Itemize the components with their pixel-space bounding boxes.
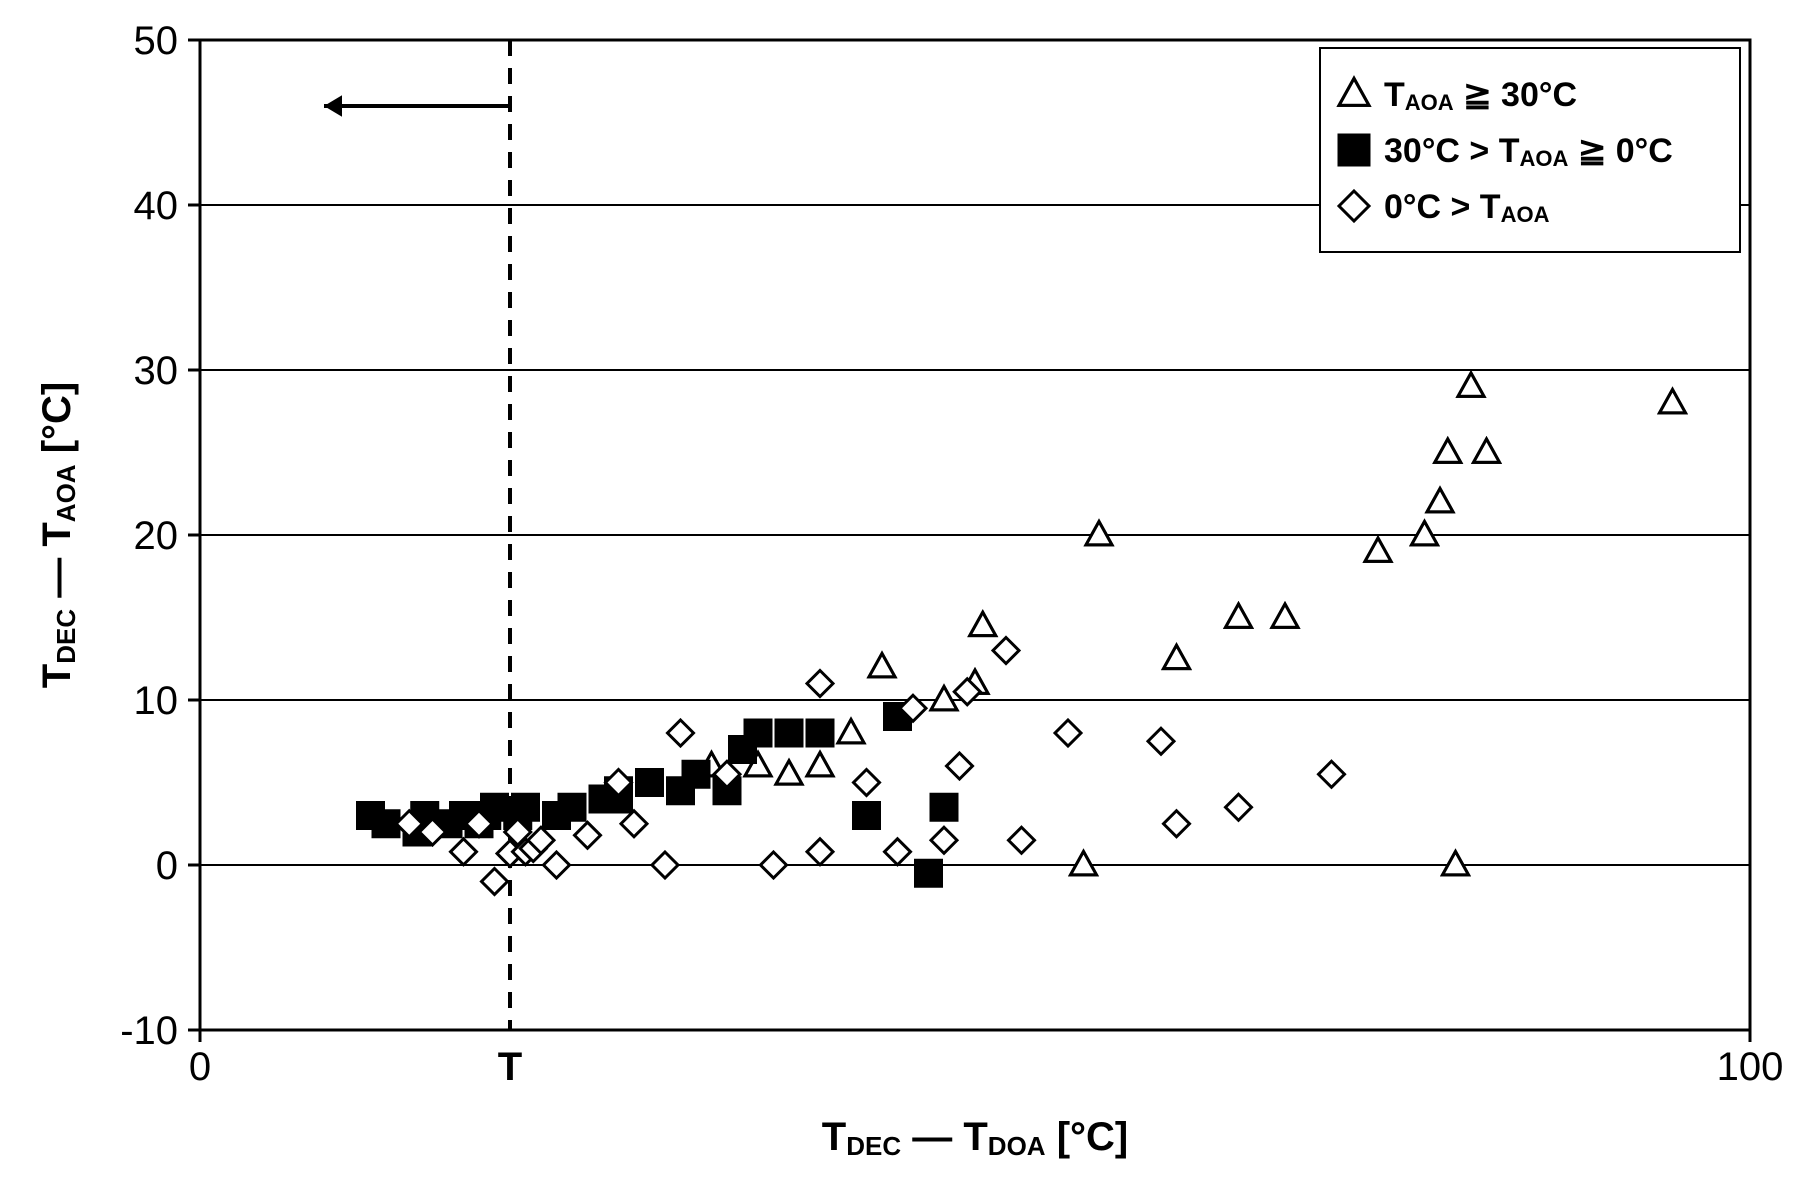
chart-svg: -10010203040500100TTDEC — TDOA [°C]TDEC … <box>0 0 1813 1183</box>
svg-text:0: 0 <box>189 1045 211 1089</box>
svg-text:100: 100 <box>1717 1045 1784 1089</box>
svg-text:10: 10 <box>134 679 179 723</box>
svg-text:TDEC — TAOA [°C]: TDEC — TAOA [°C] <box>35 382 81 688</box>
svg-text:40: 40 <box>134 184 179 228</box>
svg-text:30: 30 <box>134 349 179 393</box>
svg-text:TDEC — TDOA [°C]: TDEC — TDOA [°C] <box>822 1115 1128 1161</box>
svg-text:0: 0 <box>156 844 178 888</box>
svg-text:20: 20 <box>134 514 179 558</box>
svg-text:-10: -10 <box>120 1009 178 1053</box>
legend: TAOA ≧ 30°C30°C > TAOA ≧ 0°C0°C > TAOA <box>1320 48 1740 252</box>
scatter-chart: -10010203040500100TTDEC — TDOA [°C]TDEC … <box>0 0 1813 1183</box>
svg-text:T: T <box>498 1045 522 1089</box>
svg-text:50: 50 <box>134 19 179 63</box>
